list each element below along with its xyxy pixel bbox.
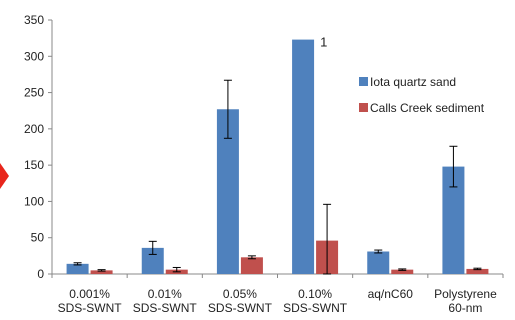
legend-swatch (359, 77, 368, 86)
chart-error-bars (73, 79, 482, 275)
y-tick-label: 150 (24, 158, 44, 172)
legend-label: Calls Creek sediment (370, 101, 485, 115)
bar-iota (141, 247, 164, 274)
bar-iota (367, 251, 390, 274)
bar-iota (66, 263, 89, 274)
bar-calls-creek (240, 257, 263, 274)
chart-axes: 0 50 100 150 200 250 300 350 (24, 13, 504, 281)
x-tick-label: SDS-SWNT (58, 301, 123, 315)
chart-legend: Iota quartz sand Calls Creek sediment (359, 75, 485, 115)
x-tick-label: SDS-SWNT (208, 301, 273, 315)
y-tick-label: 100 (24, 194, 44, 208)
y-tick-label: 0 (37, 267, 44, 281)
y-tick-label: 300 (24, 49, 44, 63)
chart-annotations: 1 (320, 35, 327, 50)
x-tick-label: SDS-SWNT (133, 301, 198, 315)
x-tick-label: 0.10% (298, 287, 332, 301)
y-tick-label: 350 (24, 13, 44, 27)
bar-calls-creek (466, 268, 489, 274)
chart-bars (66, 39, 489, 275)
y-tick-label: 200 (24, 122, 44, 136)
x-axis-labels: 0.001%SDS-SWNT0.01%SDS-SWNT0.05%SDS-SWNT… (58, 287, 498, 315)
bar-iota (216, 109, 239, 275)
red-arrow-marker (0, 163, 9, 189)
x-tick-label: Polystyrene (434, 287, 497, 301)
y-tick-label: 250 (24, 86, 44, 100)
x-tick-label: 0.001% (69, 287, 110, 301)
x-tick-label: 0.05% (223, 287, 257, 301)
x-tick-label: 60-nm (448, 301, 482, 315)
bar-annotation: 1 (320, 35, 327, 50)
bar-calls-creek (391, 269, 414, 274)
x-tick-label: SDS-SWNT (283, 301, 348, 315)
legend-label: Iota quartz sand (370, 75, 456, 89)
bar-iota (292, 39, 315, 274)
legend-swatch (359, 103, 368, 112)
bar-calls-creek (90, 270, 113, 274)
bar-iota (442, 166, 465, 274)
x-tick-label: aq/nC60 (368, 287, 414, 301)
y-tick-label: 50 (31, 231, 45, 245)
x-tick-label: 0.01% (148, 287, 182, 301)
